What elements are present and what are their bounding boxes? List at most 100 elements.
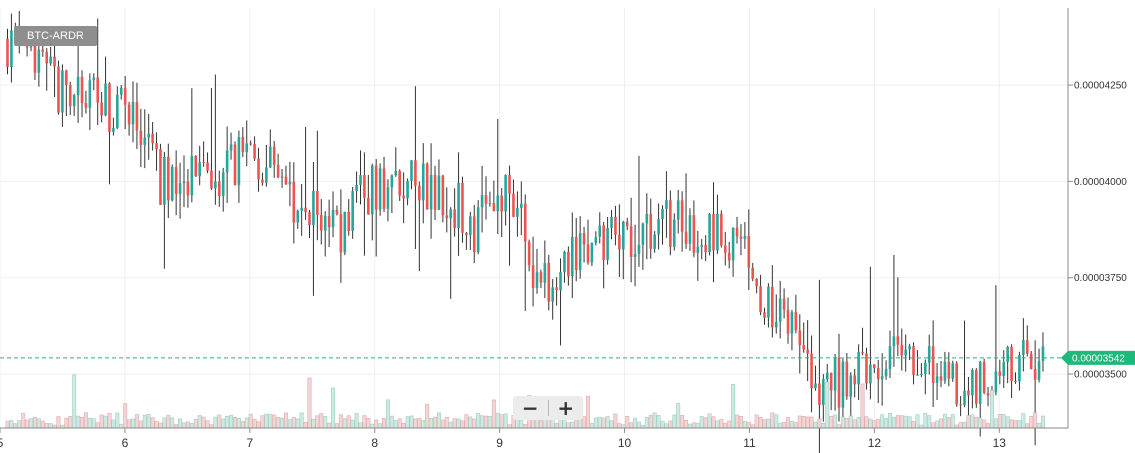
candle: [963, 320, 966, 408]
candle-body: [512, 193, 515, 217]
candle: [837, 333, 841, 422]
volume-bar: [589, 422, 594, 429]
volume-bar: [742, 420, 747, 429]
candle: [582, 226, 586, 263]
candle-body: [351, 191, 354, 231]
candle: [767, 283, 770, 328]
candle: [896, 277, 900, 357]
candle: [618, 204, 621, 278]
candle-body: [421, 163, 425, 201]
candle-body: [653, 234, 656, 249]
candle-body: [135, 102, 139, 131]
candle: [210, 88, 213, 190]
candle-body: [343, 211, 347, 253]
candle: [214, 74, 217, 205]
volume-bar: [1029, 416, 1034, 429]
candle-body: [418, 185, 421, 201]
candle: [457, 152, 460, 256]
candle-body: [727, 252, 731, 261]
candle: [916, 350, 919, 376]
volume-bar: [1017, 420, 1022, 429]
candle-body: [555, 287, 558, 291]
candle-body: [712, 214, 715, 251]
candle-body: [253, 143, 256, 159]
candle-body: [1022, 340, 1025, 355]
candle: [92, 73, 96, 91]
volume-bar: [491, 399, 496, 429]
volume-bar: [997, 413, 1002, 429]
candle-body: [296, 210, 300, 223]
candle-body: [763, 312, 766, 318]
volume-bar: [276, 417, 281, 429]
candle-body: [425, 163, 429, 210]
volume-bar: [99, 414, 104, 429]
candle-body: [198, 162, 201, 177]
zoom-out-button[interactable]: −: [521, 396, 539, 420]
candle: [170, 164, 174, 202]
candle: [782, 288, 786, 319]
candle-body: [790, 312, 794, 334]
volume-bar: [225, 415, 230, 429]
candle-body: [924, 362, 927, 374]
candle-body: [41, 49, 45, 52]
candle: [288, 161, 292, 207]
candle: [586, 219, 590, 265]
candle: [771, 265, 774, 338]
volume-bar: [221, 418, 226, 429]
candle: [472, 204, 476, 264]
candle: [312, 161, 315, 296]
candle-body: [217, 181, 221, 197]
volume-bar: [80, 417, 85, 429]
volume-bar: [374, 419, 379, 429]
candle-body: [943, 361, 947, 381]
volume-bar: [935, 420, 940, 429]
candle-body: [822, 379, 825, 406]
candle-body: [300, 207, 303, 211]
volume-bar: [644, 416, 649, 429]
volume-bar: [229, 414, 234, 429]
volume-bars: [5, 374, 1045, 429]
candle-body: [10, 30, 13, 68]
volume-bar: [240, 421, 245, 429]
candle-body: [531, 265, 535, 288]
volume-bar: [519, 419, 524, 429]
candle: [578, 216, 582, 279]
candle-body: [367, 197, 370, 215]
volume-bar: [1040, 415, 1045, 429]
candle-body: [104, 83, 107, 116]
candle: [982, 358, 986, 395]
volume-bar: [134, 414, 139, 429]
zoom-in-button[interactable]: +: [557, 396, 575, 420]
volume-bar: [21, 413, 26, 429]
candle-body: [210, 170, 213, 189]
volume-bar: [315, 415, 320, 429]
volume-bar: [691, 422, 696, 429]
candle-body: [1002, 362, 1006, 376]
volume-bar: [256, 421, 261, 429]
candle-body: [931, 346, 935, 383]
candle-body: [998, 371, 1002, 376]
volume-bar: [550, 418, 555, 429]
volume-bar: [585, 395, 590, 429]
volume-bar: [205, 420, 210, 429]
candle: [806, 320, 809, 382]
volume-bar: [966, 415, 971, 429]
candle-body: [441, 175, 445, 216]
candle: [798, 314, 802, 374]
volume-bar: [766, 418, 771, 429]
candle-body: [143, 137, 147, 145]
candle-body: [355, 184, 358, 192]
volume-bar: [158, 422, 163, 429]
volume-bar: [989, 390, 994, 429]
candle-body: [680, 200, 684, 232]
candle: [594, 231, 598, 246]
candle-body: [778, 298, 782, 322]
volume-bar: [793, 422, 798, 429]
candle: [845, 353, 849, 400]
candle: [257, 147, 260, 192]
volume-bar: [1013, 420, 1018, 429]
candle: [198, 145, 201, 186]
candle-body: [602, 225, 605, 260]
volume-bar: [684, 420, 689, 429]
